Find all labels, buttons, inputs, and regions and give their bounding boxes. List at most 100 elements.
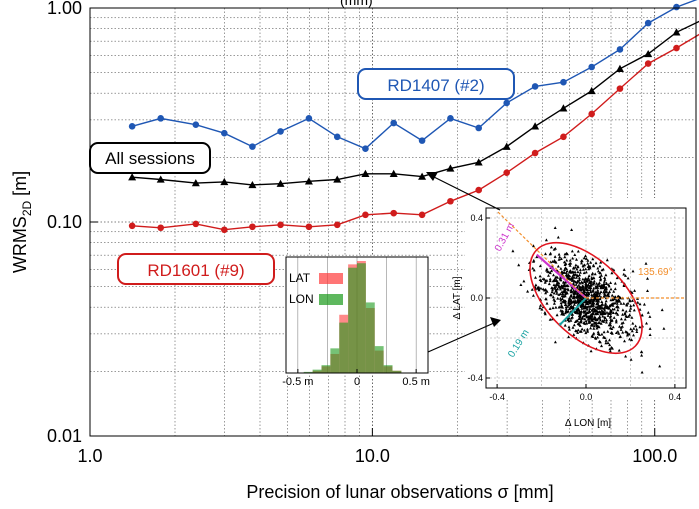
scatter-point <box>617 299 621 303</box>
histogram-bar <box>357 263 366 373</box>
scatter-point <box>621 312 625 316</box>
scatter-point <box>566 284 570 288</box>
scatter-point <box>629 306 633 310</box>
scatter-point <box>603 286 607 290</box>
scatter-point <box>590 293 594 297</box>
scatter-point <box>600 300 604 303</box>
scatter-point <box>530 288 534 291</box>
scatter-point <box>577 308 581 311</box>
scatter-point <box>598 315 602 318</box>
scatter-point <box>611 304 615 307</box>
scatter-point <box>599 284 603 288</box>
scatter-point <box>581 267 585 271</box>
scatter-point <box>580 317 584 320</box>
scatter-point <box>631 321 635 325</box>
scatter-point <box>648 327 652 330</box>
scatter-point <box>556 264 560 268</box>
scatter-point <box>585 321 589 325</box>
scatter-point <box>595 282 599 285</box>
series-point <box>128 123 136 130</box>
series-point <box>276 179 285 187</box>
scatter-point <box>581 264 585 267</box>
histogram-bar <box>365 302 375 373</box>
scatter-point <box>570 277 574 281</box>
scatter-point <box>588 266 592 270</box>
scatter-point <box>603 336 607 339</box>
series-point <box>221 226 228 234</box>
series-point <box>588 63 595 71</box>
scatter-point <box>545 278 549 282</box>
series-point <box>615 64 624 72</box>
scatter-point <box>563 263 567 266</box>
scatter-point <box>616 304 619 308</box>
scatter-point <box>558 292 562 296</box>
scatter-inset: -0.4 0.0 0.4 0.4 0.0 -0.4 Δ LON [m] Δ LAT [m]… <box>452 198 694 429</box>
scatter-point <box>584 319 588 323</box>
scatter-point <box>579 330 583 333</box>
scatter-point <box>628 309 632 312</box>
scatter-point <box>629 327 633 331</box>
scatter-point <box>591 257 595 261</box>
scatter-point <box>571 274 575 278</box>
scatter-point <box>562 284 566 288</box>
main-series <box>128 0 699 234</box>
scatter-point <box>638 325 642 329</box>
scatter-point <box>588 301 592 305</box>
scatter-point <box>605 310 609 314</box>
scatter-point <box>549 245 553 249</box>
series-point <box>559 104 568 112</box>
scatter-point <box>573 253 577 256</box>
scatter-point <box>613 297 617 301</box>
histogram-bar <box>303 371 313 373</box>
scatter-point <box>553 226 557 229</box>
scatter-point <box>538 264 542 268</box>
scatter-point <box>571 305 575 309</box>
scatter-point <box>614 318 618 322</box>
x-tick-label: 100.0 <box>632 446 677 466</box>
scatter-point <box>589 260 593 264</box>
scatter-point <box>632 308 636 312</box>
scatter-point <box>581 281 585 285</box>
series-point <box>673 3 680 11</box>
scatter-point <box>575 285 579 289</box>
scatter-point <box>574 276 578 279</box>
scatter-point <box>602 330 606 334</box>
scatter-point <box>584 309 588 313</box>
scatter-point <box>603 308 607 312</box>
scatter-point <box>574 311 578 314</box>
scatter-point <box>600 332 604 336</box>
scatter-point <box>511 249 515 253</box>
scatter-point <box>548 307 552 310</box>
scatter-point <box>564 308 568 312</box>
series-point <box>192 220 200 228</box>
scatter-point <box>607 283 611 286</box>
scatter-point <box>589 326 593 330</box>
scatter-point <box>598 291 602 295</box>
scatter-point <box>584 331 588 335</box>
y-tick-label: 1.00 <box>47 0 82 18</box>
scatter-point <box>572 303 576 306</box>
scatter-point <box>592 310 596 313</box>
scatter-point <box>582 306 586 310</box>
scatter-point <box>626 276 630 280</box>
scatter-point <box>563 311 567 315</box>
scatter-point <box>636 300 640 304</box>
scatter-point <box>592 281 596 285</box>
scatter-point <box>586 284 590 288</box>
scatter-point <box>560 303 563 307</box>
scatter-point <box>558 286 562 289</box>
histogram-tick-label: -0.5 m <box>282 376 313 388</box>
series-point <box>474 158 483 166</box>
scatter-point <box>608 347 612 351</box>
scatter-point <box>624 309 628 313</box>
scatter-point <box>592 279 596 283</box>
series-point <box>157 224 165 232</box>
scatter-point <box>583 278 587 282</box>
scatter-point <box>572 272 576 276</box>
scatter-point <box>557 305 561 309</box>
label-rd1407: RD1407 (#2) <box>357 68 515 100</box>
scatter-point <box>594 305 598 309</box>
scatter-point <box>605 318 609 322</box>
scatter-point <box>631 269 635 273</box>
series-point <box>333 175 342 183</box>
